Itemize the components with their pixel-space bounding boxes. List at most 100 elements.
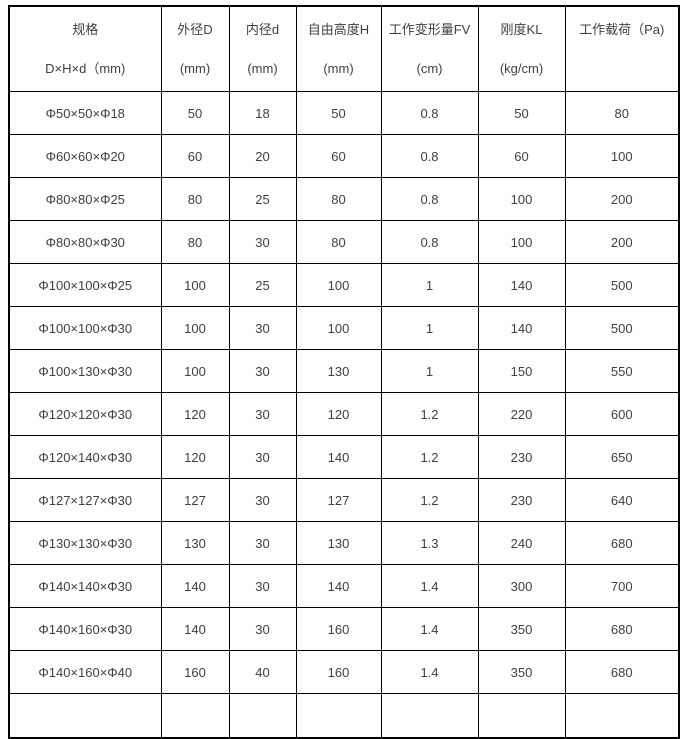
table-cell-stiffness: 100	[477, 220, 566, 264]
table-row: Φ120×140×Φ30 120 30 140 1.2 230 650	[8, 435, 680, 479]
column-header-stiffness: 刚度KL (kg/cm)	[477, 5, 566, 92]
table-cell-working-deformation: 1.4	[380, 564, 479, 608]
table-cell-empty	[228, 693, 297, 739]
table-cell-stiffness: 300	[477, 564, 566, 608]
table-cell-empty	[8, 693, 162, 739]
table-cell-outer-diameter: 120	[160, 392, 230, 436]
column-header-unit: (mm)	[323, 61, 354, 76]
table-row: Φ140×160×Φ30 140 30 160 1.4 350 680	[8, 607, 680, 651]
table-row: Φ127×127×Φ30 127 30 127 1.2 230 640	[8, 478, 680, 522]
table-row: Φ100×100×Φ25 100 25 100 1 140 500	[8, 263, 680, 307]
column-header-inner-diameter: 内径d (mm)	[228, 5, 297, 92]
table-cell-empty	[564, 693, 680, 739]
table-cell-outer-diameter: 100	[160, 263, 230, 307]
table-cell-stiffness: 240	[477, 521, 566, 565]
table-cell-free-height: 160	[295, 650, 382, 694]
table-cell-spec: Φ120×120×Φ30	[8, 392, 162, 436]
table-cell-free-height: 130	[295, 521, 382, 565]
column-header-title: 刚度KL	[500, 22, 543, 37]
table-cell-stiffness: 140	[477, 263, 566, 307]
table-cell-free-height: 80	[295, 177, 382, 221]
table-cell-spec: Φ80×80×Φ30	[8, 220, 162, 264]
table-cell-working-deformation: 1	[380, 263, 479, 307]
column-header-unit: (kg/cm)	[499, 61, 544, 76]
table-cell-free-height: 60	[295, 134, 382, 178]
table-cell-working-deformation: 1.4	[380, 607, 479, 651]
header-row: 规格 D×H×d（mm) 外径D (mm) 内径d (mm) 自由高度H (mm) 工作变形量F…	[8, 5, 680, 92]
table-cell-outer-diameter: 130	[160, 521, 230, 565]
table-cell-working-deformation: 1.2	[380, 392, 479, 436]
table-cell-inner-diameter: 30	[228, 435, 297, 479]
table-cell-inner-diameter: 25	[228, 263, 297, 307]
table-cell-spec: Φ130×130×Φ30	[8, 521, 162, 565]
table-cell-inner-diameter: 30	[228, 521, 297, 565]
table-cell-working-load: 500	[564, 263, 680, 307]
column-header-unit: (mm)	[247, 61, 278, 76]
column-header-title: 规格	[72, 22, 99, 37]
table-cell-outer-diameter: 140	[160, 607, 230, 651]
table-cell-working-deformation: 0.8	[380, 134, 479, 178]
column-header-spec: 规格 D×H×d（mm)	[8, 5, 162, 92]
table-cell-working-load: 650	[564, 435, 680, 479]
table-cell-free-height: 80	[295, 220, 382, 264]
table-cell-inner-diameter: 30	[228, 564, 297, 608]
table-cell-outer-diameter: 100	[160, 349, 230, 393]
column-header-unit: (cm)	[416, 61, 443, 76]
table-cell-stiffness: 230	[477, 435, 566, 479]
column-header-unit: D×H×d（mm)	[45, 61, 126, 76]
column-header-outer-diameter: 外径D (mm)	[160, 5, 230, 92]
column-header-title: 内径d	[245, 22, 280, 37]
table-cell-free-height: 130	[295, 349, 382, 393]
table-cell-outer-diameter: 160	[160, 650, 230, 694]
table-cell-working-deformation: 1	[380, 349, 479, 393]
table-cell-inner-diameter: 30	[228, 478, 297, 522]
table-cell-stiffness: 350	[477, 607, 566, 651]
table-cell-spec: Φ140×140×Φ30	[8, 564, 162, 608]
table-cell-inner-diameter: 20	[228, 134, 297, 178]
table-cell-stiffness: 350	[477, 650, 566, 694]
table-cell-outer-diameter: 50	[160, 91, 230, 135]
table-cell-stiffness: 150	[477, 349, 566, 393]
table-cell-free-height: 100	[295, 263, 382, 307]
table-row: Φ100×100×Φ30 100 30 100 1 140 500	[8, 306, 680, 350]
table-cell-spec: Φ120×140×Φ30	[8, 435, 162, 479]
table-cell-free-height: 50	[295, 91, 382, 135]
column-header-unit: (mm)	[179, 61, 211, 76]
table-cell-inner-diameter: 30	[228, 306, 297, 350]
table-row: Φ100×130×Φ30 100 30 130 1 150 550	[8, 349, 680, 393]
table-cell-stiffness: 230	[477, 478, 566, 522]
table-cell-outer-diameter: 140	[160, 564, 230, 608]
table-cell-stiffness: 50	[477, 91, 566, 135]
table-cell-working-deformation: 1.4	[380, 650, 479, 694]
table-cell-spec: Φ50×50×Φ18	[8, 91, 162, 135]
table-cell-working-load: 100	[564, 134, 680, 178]
table-cell-inner-diameter: 18	[228, 91, 297, 135]
table-row: Φ120×120×Φ30 120 30 120 1.2 220 600	[8, 392, 680, 436]
partial-cutoff-row	[8, 693, 680, 739]
table-cell-stiffness: 100	[477, 177, 566, 221]
table-cell-outer-diameter: 80	[160, 220, 230, 264]
table-cell-working-deformation: 1.2	[380, 435, 479, 479]
table-cell-spec: Φ127×127×Φ30	[8, 478, 162, 522]
table-cell-inner-diameter: 30	[228, 349, 297, 393]
table-row: Φ130×130×Φ30 130 30 130 1.3 240 680	[8, 521, 680, 565]
column-header-title: 外径D	[177, 22, 213, 37]
column-header-title: 工作载荷（Pa)	[579, 22, 665, 37]
table-cell-stiffness: 60	[477, 134, 566, 178]
table-cell-free-height: 127	[295, 478, 382, 522]
table-cell-spec: Φ100×100×Φ25	[8, 263, 162, 307]
table-cell-outer-diameter: 127	[160, 478, 230, 522]
table-cell-empty	[380, 693, 479, 739]
table-cell-spec: Φ100×130×Φ30	[8, 349, 162, 393]
table-cell-working-load: 500	[564, 306, 680, 350]
table-cell-outer-diameter: 120	[160, 435, 230, 479]
table-cell-working-load: 80	[564, 91, 680, 135]
table-cell-inner-diameter: 40	[228, 650, 297, 694]
column-header-working-load: 工作载荷（Pa)	[564, 5, 680, 92]
table-cell-working-load: 550	[564, 349, 680, 393]
column-header-working-deformation: 工作变形量FV (cm)	[380, 5, 479, 92]
table-cell-working-load: 200	[564, 220, 680, 264]
table-cell-working-load: 700	[564, 564, 680, 608]
table-row: Φ140×160×Φ40 160 40 160 1.4 350 680	[8, 650, 680, 694]
table-cell-free-height: 140	[295, 435, 382, 479]
